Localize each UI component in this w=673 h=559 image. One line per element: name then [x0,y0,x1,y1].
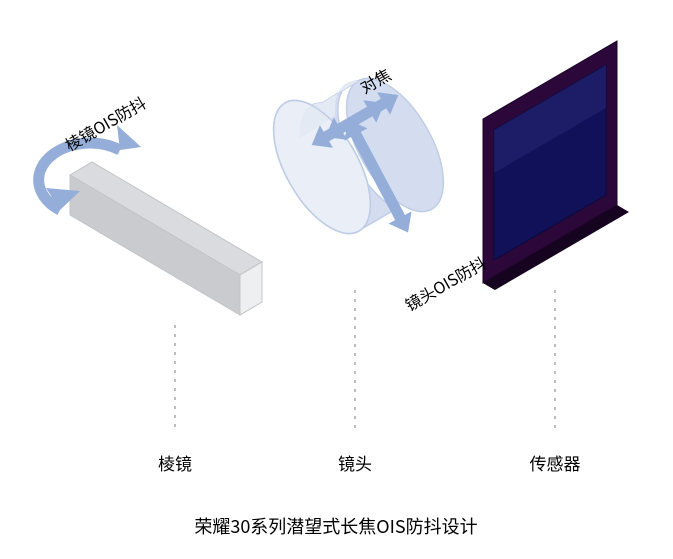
sensor [483,41,629,290]
diagram-canvas [0,0,673,559]
prism-label: 棱镜 [158,450,192,475]
diagram-stage: 棱镜 镜头 传感器 棱镜OIS防抖 对焦 镜头OIS防抖 荣耀30系列潜望式长焦… [0,0,673,559]
diagram-title: 荣耀30系列潜望式长焦OIS防抖设计 [194,513,477,539]
prism [70,162,262,315]
lens [254,63,463,249]
lens-label: 镜头 [338,450,372,475]
dash-lines [175,290,555,430]
sensor-label: 传感器 [530,450,581,475]
